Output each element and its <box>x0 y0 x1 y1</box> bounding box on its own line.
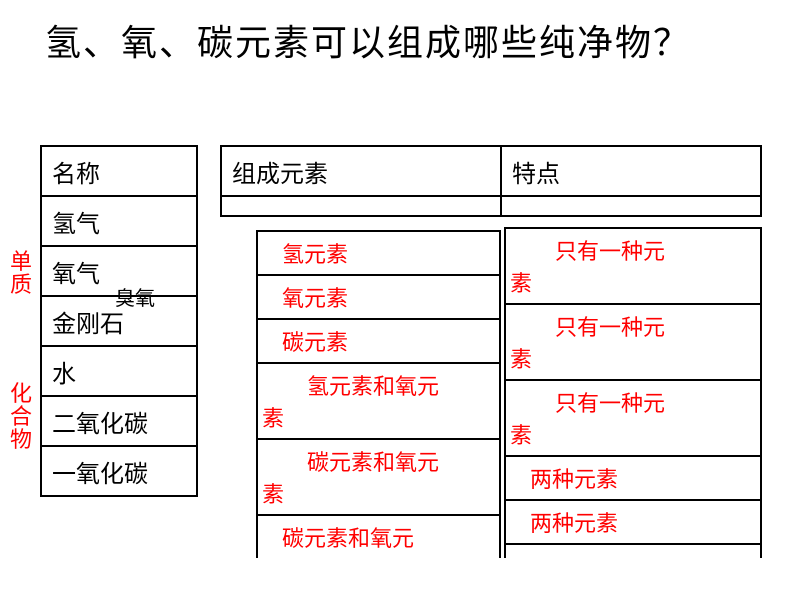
feature-row: 只有一种元 素 <box>505 228 761 304</box>
text-line: 素 <box>262 477 495 509</box>
text-line: 氢元素和氧元 <box>282 369 439 401</box>
names-header: 名称 <box>41 146 197 196</box>
text-line: 碳元素和氧元 <box>282 445 439 477</box>
text-line: 素 <box>510 266 756 298</box>
composition-table: 氢元素 氧元素 碳元素 氢元素和氧元 素 碳元素和氧元 素 碳元素和氧元 <box>256 230 501 558</box>
page-title: 氢、氧、碳元素可以组成哪些纯净物？ <box>45 18 691 68</box>
composition-row: 碳元素和氧元 <box>257 515 500 558</box>
label-compound: 化合物 <box>10 382 32 451</box>
text-line: 素 <box>510 342 756 374</box>
composition-row: 碳元素和氧元 素 <box>257 439 500 515</box>
header-spacer <box>221 196 501 216</box>
feature-row: 只有一种元 素 <box>505 380 761 456</box>
feature-row: 两种元素 <box>505 456 761 500</box>
note-ozone: 臭氧 <box>115 282 155 311</box>
feature-table: 只有一种元 素 只有一种元 素 只有一种元 素 两种元素 两种元素 <box>504 227 762 558</box>
composition-row: 碳元素 <box>257 319 500 363</box>
header-composition: 组成元素 <box>221 146 501 196</box>
composition-row: 氢元素 <box>257 231 500 275</box>
feature-row: 只有一种元 素 <box>505 304 761 380</box>
names-row: 一氧化碳 <box>41 446 197 496</box>
feature-row: 两种元素 <box>505 500 761 544</box>
header-feature: 特点 <box>501 146 761 196</box>
header-spacer <box>501 196 761 216</box>
text-line: 只有一种元 <box>530 234 665 266</box>
text-line: 素 <box>510 418 756 450</box>
header-table: 组成元素 特点 <box>220 145 762 217</box>
feature-row <box>505 544 761 558</box>
text-line: 素 <box>262 401 495 433</box>
text-line: 只有一种元 <box>530 310 665 342</box>
names-row: 氢气 <box>41 196 197 246</box>
names-row: 水 <box>41 346 197 396</box>
names-table: 名称 氢气 氧气 金刚石 水 二氧化碳 一氧化碳 <box>40 145 198 497</box>
composition-row: 氢元素和氧元 素 <box>257 363 500 439</box>
text-line: 只有一种元 <box>530 386 665 418</box>
label-simple-substance: 单质 <box>10 250 32 296</box>
names-row: 二氧化碳 <box>41 396 197 446</box>
composition-row: 氧元素 <box>257 275 500 319</box>
